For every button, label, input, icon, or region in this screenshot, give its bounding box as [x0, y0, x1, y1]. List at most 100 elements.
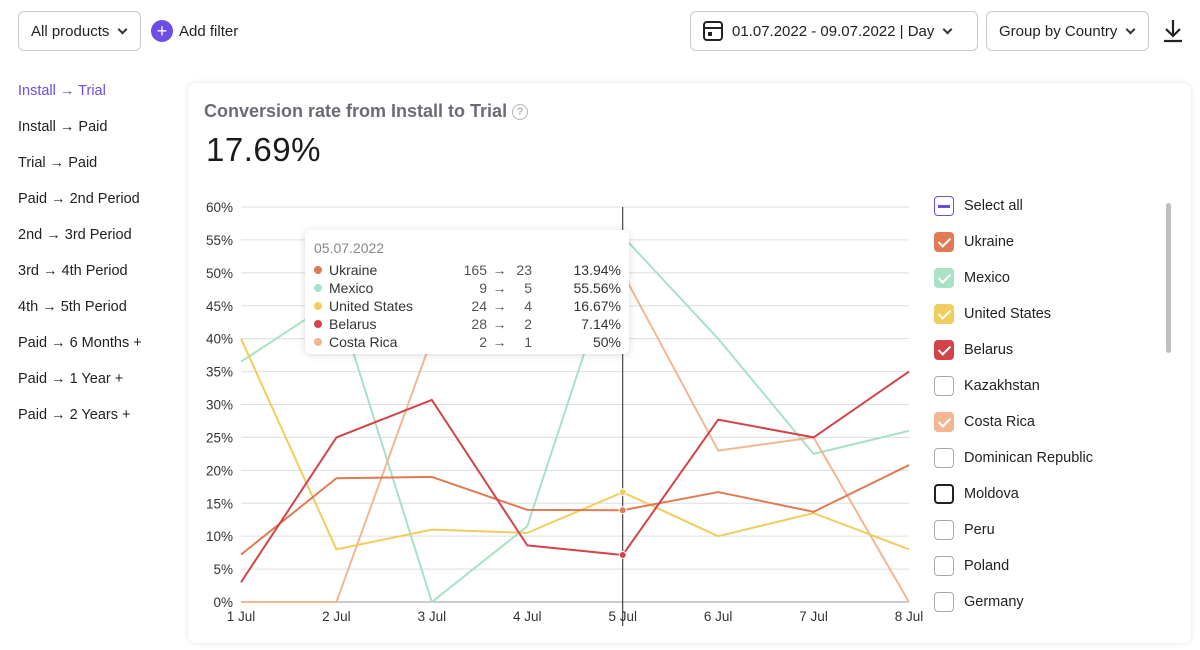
tooltip-country: Ukraine: [329, 262, 378, 278]
sidebar-item-5[interactable]: 3rd → 4th Period: [18, 263, 128, 279]
legend-item[interactable]: Moldova: [934, 476, 1154, 512]
legend-item[interactable]: Belarus: [934, 332, 1154, 368]
chart-title: Conversion rate from Install to Trial ?: [204, 101, 529, 122]
tooltip-to-count: 4: [524, 298, 532, 314]
legend-label: Peru: [964, 522, 995, 538]
tooltip-to-count: 2: [524, 316, 532, 332]
tooltip-to-count: 23: [516, 262, 532, 278]
tooltip-color-dot: [314, 266, 322, 274]
y-tick-label: 5%: [213, 562, 233, 577]
legend-label: United States: [964, 306, 1052, 322]
tooltip-row: United States 24 → 4 16.67%: [314, 297, 621, 315]
legend-item[interactable]: Costa Rica: [934, 404, 1154, 440]
legend-label: Germany: [964, 594, 1024, 610]
x-tick-label: 6 Jul: [704, 609, 733, 624]
legend-item[interactable]: Peru: [934, 512, 1154, 548]
download-icon[interactable]: [1162, 18, 1184, 44]
tooltip-color-dot: [314, 302, 322, 310]
tooltip-percent: 13.94%: [573, 262, 621, 278]
date-range-dropdown[interactable]: 01.07.2022 - 09.07.2022 | Day: [690, 11, 978, 51]
legend-item[interactable]: Germany: [934, 584, 1154, 620]
x-tick-label: 1 Jul: [227, 609, 256, 624]
legend-item[interactable]: United States: [934, 296, 1154, 332]
tooltip-color-dot: [314, 320, 322, 328]
y-tick-label: 55%: [206, 233, 233, 248]
x-tick-label: 3 Jul: [418, 609, 447, 624]
legend-item[interactable]: Brazil: [934, 620, 1154, 623]
x-tick-label: 7 Jul: [799, 609, 828, 624]
metric-sidebar: Install → Trial Install → Paid Trial → Pai…: [18, 82, 183, 442]
sidebar-item-4[interactable]: 2nd → 3rd Period: [18, 227, 132, 243]
series-line-united-states: [240, 338, 910, 551]
chevron-down-icon: [117, 24, 128, 34]
x-tick-label: 4 Jul: [513, 609, 542, 624]
sidebar-item-6[interactable]: 4th → 5th Period: [18, 299, 127, 315]
chart-card: Conversion rate from Install to Trial ? …: [188, 83, 1191, 643]
y-tick-label: 30%: [206, 398, 233, 413]
legend-label: Ukraine: [964, 234, 1014, 250]
legend-checkbox[interactable]: [934, 196, 954, 216]
legend-checkbox[interactable]: [934, 556, 954, 576]
tooltip-date: 05.07.2022: [314, 240, 385, 256]
products-dropdown[interactable]: All products: [18, 11, 141, 51]
legend-checkbox[interactable]: [934, 304, 954, 324]
legend-item[interactable]: Poland: [934, 548, 1154, 584]
tooltip-from-count: 2: [479, 334, 487, 350]
legend-item[interactable]: Kazakhstan: [934, 368, 1154, 404]
tooltip-percent: 55.56%: [573, 280, 621, 296]
add-filter-button[interactable]: + Add filter: [151, 20, 238, 42]
legend-checkbox[interactable]: [934, 340, 954, 360]
arrow-right-icon: →: [492, 262, 507, 278]
tooltip-row: Mexico 9 → 5 55.56%: [314, 279, 621, 297]
add-filter-label: Add filter: [179, 22, 239, 40]
chart-title-text: Conversion rate from Install to Trial: [204, 101, 508, 121]
sidebar-item-3[interactable]: Paid → 2nd Period: [18, 191, 140, 207]
legend-item[interactable]: Dominican Republic: [934, 440, 1154, 476]
legend-checkbox[interactable]: [934, 484, 954, 504]
sidebar-item-8[interactable]: Paid → 1 Year +: [18, 371, 124, 387]
legend-label: Dominican Republic: [964, 450, 1093, 466]
tooltip-percent: 16.67%: [573, 298, 621, 314]
y-tick-label: 20%: [206, 463, 233, 478]
tooltip-to-count: 1: [524, 334, 532, 350]
tooltip-country: Mexico: [329, 280, 374, 296]
group-by-dropdown[interactable]: Group by Country: [986, 11, 1149, 51]
sidebar-item-7[interactable]: Paid → 6 Months +: [18, 335, 142, 351]
y-tick-label: 15%: [206, 496, 233, 511]
y-tick-label: 25%: [206, 430, 233, 445]
legend-label: Costa Rica: [964, 414, 1035, 430]
sidebar-item-2[interactable]: Trial → Paid: [18, 155, 98, 171]
legend-checkbox[interactable]: [934, 592, 954, 612]
tooltip-row: Costa Rica 2 → 1 50%: [314, 333, 621, 351]
sidebar-item-1[interactable]: Install → Paid: [18, 119, 108, 135]
tooltip-percent: 50%: [592, 334, 621, 350]
sidebar-item-0[interactable]: Install → Trial: [18, 83, 106, 99]
plus-icon: +: [151, 20, 173, 42]
hover-point: [618, 488, 627, 497]
legend-scrollbar[interactable]: [1166, 203, 1171, 353]
legend-checkbox[interactable]: [934, 412, 954, 432]
sidebar-item-9[interactable]: Paid → 2 Years +: [18, 407, 131, 423]
legend-item[interactable]: Ukraine: [934, 224, 1154, 260]
legend-label: Kazakhstan: [964, 378, 1040, 394]
legend-checkbox[interactable]: [934, 376, 954, 396]
series-line-ukraine: [240, 464, 910, 556]
legend-checkbox[interactable]: [934, 232, 954, 252]
y-tick-label: 10%: [206, 529, 233, 544]
legend-label: Select all: [964, 198, 1023, 214]
legend-item[interactable]: Select all: [934, 188, 1154, 224]
conversion-value: 17.69%: [206, 131, 321, 168]
country-legend: Select all Ukraine Mexico United States Bela…: [934, 188, 1154, 623]
y-tick-label: 45%: [206, 299, 233, 314]
arrow-right-icon: →: [492, 334, 507, 350]
tooltip-percent: 7.14%: [581, 316, 621, 332]
legend-checkbox[interactable]: [934, 520, 954, 540]
legend-label: Moldova: [964, 486, 1019, 502]
y-tick-label: 0%: [213, 595, 233, 610]
legend-checkbox[interactable]: [934, 448, 954, 468]
tooltip-to-count: 5: [524, 280, 532, 296]
legend-checkbox[interactable]: [934, 268, 954, 288]
question-icon[interactable]: ?: [512, 103, 529, 120]
arrow-right-icon: →: [492, 298, 507, 314]
legend-item[interactable]: Mexico: [934, 260, 1154, 296]
